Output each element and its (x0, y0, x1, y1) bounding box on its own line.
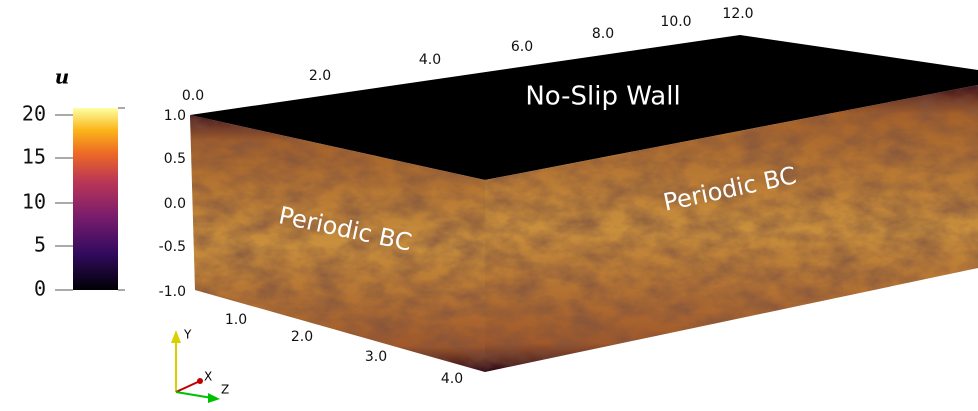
tick-label: 8.0 (592, 26, 614, 42)
colorbar-tick: 5 (34, 233, 46, 257)
colorbar-tick: 20 (22, 102, 46, 126)
tick-label: 2.0 (309, 68, 331, 84)
tick-label: 1.0 (225, 312, 247, 328)
colorbar-tick: 15 (22, 145, 46, 169)
tick-label: 4.0 (419, 52, 441, 68)
annotation: No-Slip Wall (525, 82, 680, 112)
triad-label: X (204, 370, 212, 384)
tick-label: 0.5 (164, 151, 186, 167)
tick-label: 3.0 (365, 349, 387, 365)
y-axis: 1.0 0.5 0.0 -0.5 -1.0 (159, 108, 186, 300)
tick-label: -0.5 (159, 239, 186, 255)
tick-label: 0.0 (164, 196, 186, 212)
colorbar-tick: 0 (34, 277, 46, 301)
tick-label: 2.0 (291, 329, 313, 345)
orientation-triad: Y X Z (171, 328, 229, 404)
triad-label: Y (183, 328, 192, 342)
tick-label: 4.0 (441, 371, 463, 387)
colorbar-gradient (73, 108, 118, 290)
tick-label: 12.0 (722, 6, 753, 22)
colorbar: u 20 15 10 5 0 (22, 65, 125, 301)
colorbar-label: u (55, 65, 70, 89)
visualization: No-Slip Wall Periodic BC Periodic BC 0.0… (0, 0, 978, 407)
tick-label: 0.0 (182, 88, 204, 104)
colorbar-tick: 10 (22, 190, 46, 214)
tick-label: 10.0 (660, 14, 691, 30)
tick-label: -1.0 (159, 284, 186, 300)
tick-label: 6.0 (511, 39, 533, 55)
tick-label: 1.0 (164, 108, 186, 124)
triad-label: Z (221, 383, 229, 397)
